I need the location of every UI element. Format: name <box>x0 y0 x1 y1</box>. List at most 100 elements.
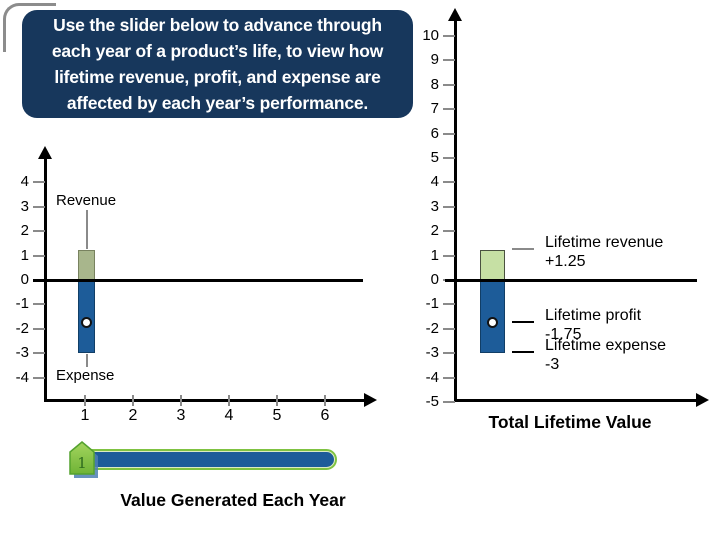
revenue-bar <box>78 250 95 281</box>
lifetime-profit-label-text: Lifetime profit <box>545 307 642 324</box>
instruction-line-3: lifetime revenue, profit, and expense ar… <box>54 67 381 87</box>
lifetime-expense-label-text: Lifetime expense <box>545 337 666 354</box>
left-x-tick-label-1: 1 <box>80 407 90 424</box>
left-x-tick-4 <box>228 395 230 406</box>
right-chart-title: Total Lifetime Value <box>488 412 652 432</box>
right-y-tick-label-0: 0 <box>430 271 439 288</box>
right-y-axis-line <box>453 20 457 401</box>
right-y-tick-1 <box>443 254 455 257</box>
left-y-tick-label-0: 0 <box>20 271 29 288</box>
right-y-tick-label-4: 4 <box>430 173 439 191</box>
right-y-tick-label--4: -4 <box>425 368 439 386</box>
lifetime-revenue-label-value: +1.25 <box>545 253 586 270</box>
left-zero-line <box>33 279 363 282</box>
right-y-tick-8 <box>443 83 455 86</box>
left-y-tick-label-2: 2 <box>20 222 29 240</box>
left-y-tick-label--1: -1 <box>15 295 29 313</box>
slider-handle-label: 1 <box>77 454 87 472</box>
right-y-tick--3 <box>443 352 455 355</box>
lifetime-revenue-label-text: Lifetime revenue <box>545 234 664 251</box>
right-y-tick-7 <box>443 108 455 111</box>
revenue-leader-line <box>86 210 88 249</box>
right-y-tick-label--5: -5 <box>425 393 439 410</box>
instruction-line-1: Use the slider below to advance through <box>53 15 382 35</box>
right-zero-line <box>445 279 697 282</box>
left-x-tick-label-4: 4 <box>224 407 234 424</box>
right-y-tick-label-1: 1 <box>430 246 439 264</box>
expense-leader-line <box>86 354 88 367</box>
right-y-tick-label-5: 5 <box>430 149 439 166</box>
left-y-tick-3 <box>33 205 45 208</box>
right-y-tick-5 <box>443 157 455 159</box>
left-y-tick-label-3: 3 <box>20 197 29 215</box>
lifetime-profit-leader-dash <box>512 321 534 323</box>
left-y-tick-label-4: 4 <box>20 173 29 191</box>
left-y-tick-label--3: -3 <box>15 344 29 362</box>
left-y-tick-2 <box>33 230 45 233</box>
instruction-line-4: affected by each year’s performance. <box>66 93 369 113</box>
left-y-tick-label--2: -2 <box>15 319 29 337</box>
right-y-tick-label-3: 3 <box>430 197 439 215</box>
left-x-tick-label-3: 3 <box>176 407 186 424</box>
lifetime-profit-label: Lifetime profit -1.75 <box>545 306 641 344</box>
right-y-tick-3 <box>443 205 455 208</box>
left-x-tick-6 <box>324 395 326 406</box>
right-y-tick--2 <box>443 327 455 330</box>
left-y-tick-1 <box>33 254 45 257</box>
left-y-tick--4 <box>33 376 45 379</box>
lifetime-expense-label-value: -3 <box>545 356 560 373</box>
left-x-tick-5 <box>276 395 278 406</box>
right-y-tick-label-6: 6 <box>430 124 439 142</box>
left-y-tick--1 <box>33 303 45 306</box>
slider-handle[interactable]: 1 <box>67 440 101 482</box>
revenue-annotation: Revenue <box>56 192 117 209</box>
lifetime-revenue-label: Lifetime revenue +1.25 <box>545 233 663 271</box>
lifetime-profit-marker <box>487 317 498 328</box>
lifetime-expense-leader-dash <box>512 351 534 353</box>
expense-annotation: Expense <box>56 367 115 384</box>
left-x-tick-label-6: 6 <box>320 407 330 424</box>
lifetime-expense-label: Lifetime expense -3 <box>545 336 666 374</box>
right-y-tick-label-9: 9 <box>430 51 439 69</box>
right-y-tick--5 <box>443 401 455 403</box>
slider-track[interactable] <box>75 449 337 470</box>
slider-handle-shape[interactable] <box>69 441 95 475</box>
lifetime-expense-bar <box>480 280 505 353</box>
left-x-tick-label-5: 5 <box>272 407 282 424</box>
left-x-tick-2 <box>132 395 134 406</box>
right-y-tick-label-8: 8 <box>430 75 439 93</box>
left-y-tick--2 <box>33 327 45 330</box>
window-corner-border <box>3 3 56 52</box>
right-y-tick-9 <box>443 59 455 62</box>
right-y-tick--4 <box>443 376 455 379</box>
instruction-line-2: each year of a product’s life, to view h… <box>51 41 384 61</box>
instruction-box: Use the slider below to advance through e… <box>22 10 413 118</box>
right-y-tick-4 <box>443 181 455 184</box>
right-y-tick--1 <box>443 303 455 306</box>
left-y-tick--3 <box>33 352 45 355</box>
lifetime-revenue-leader-dash <box>512 248 534 250</box>
lifetime-profit-label-value: -1.75 <box>545 326 582 343</box>
left-x-axis-arrow <box>364 393 377 407</box>
right-y-tick-2 <box>443 230 455 233</box>
right-y-tick-label-10: 10 <box>422 27 439 44</box>
left-y-axis-arrow <box>38 146 52 159</box>
left-chart-title: Value Generated Each Year <box>120 490 346 510</box>
right-y-tick-label--1: -1 <box>425 295 439 313</box>
left-y-tick-4 <box>33 181 45 184</box>
right-y-tick-label--2: -2 <box>425 319 439 337</box>
left-y-tick-label--4: -4 <box>15 368 29 386</box>
left-x-axis-line <box>44 399 366 402</box>
right-y-tick-label--3: -3 <box>425 344 439 362</box>
profit-marker <box>81 317 92 328</box>
right-x-axis-line <box>454 399 698 402</box>
right-y-tick-10 <box>443 35 455 37</box>
right-x-axis-arrow <box>696 393 709 407</box>
left-x-tick-3 <box>180 395 182 406</box>
left-x-tick-1 <box>84 395 86 406</box>
right-y-tick-6 <box>443 132 455 135</box>
lifetime-revenue-bar <box>480 250 505 281</box>
left-x-tick-label-2: 2 <box>128 407 138 424</box>
right-y-tick-label-7: 7 <box>430 100 439 118</box>
